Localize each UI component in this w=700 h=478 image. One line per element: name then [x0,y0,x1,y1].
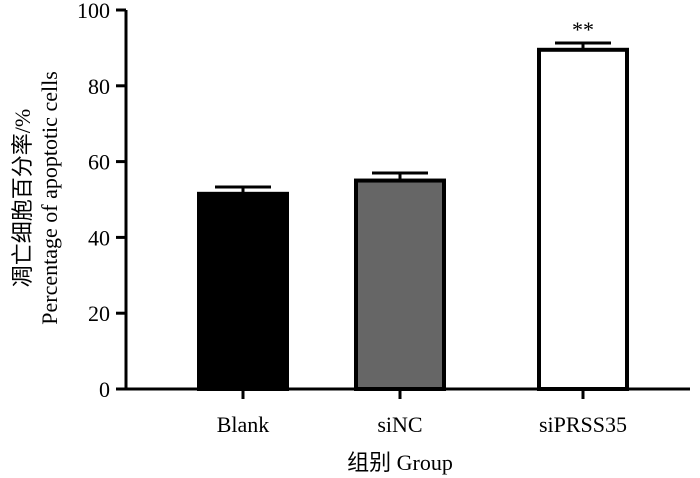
y-axis-label-english: Percentage of apoptotic cells [37,71,62,325]
x-axis-label: 组别 Group [347,450,453,475]
bar [537,47,629,391]
y-axis: 0 20 40 60 80 100 [77,0,128,402]
x-tick-label: siNC [377,412,422,437]
x-tick-label: siPRSS35 [539,412,627,437]
y-tick-label: 60 [88,150,110,175]
y-tick-label: 40 [88,225,110,250]
bars: ** [197,17,629,391]
bar [197,191,289,391]
y-tick-label: 20 [88,301,110,326]
x-tick-label: Blank [217,412,270,437]
y-tick-label: 0 [99,377,110,402]
y-tick-label: 100 [77,0,110,23]
y-tick-label: 80 [88,74,110,99]
bar [354,178,446,391]
significance-label: ** [572,17,594,42]
x-axis: Blank siNC siPRSS35 [126,387,690,437]
y-axis-label-chinese: 凋亡细胞百分率/% [10,109,35,287]
